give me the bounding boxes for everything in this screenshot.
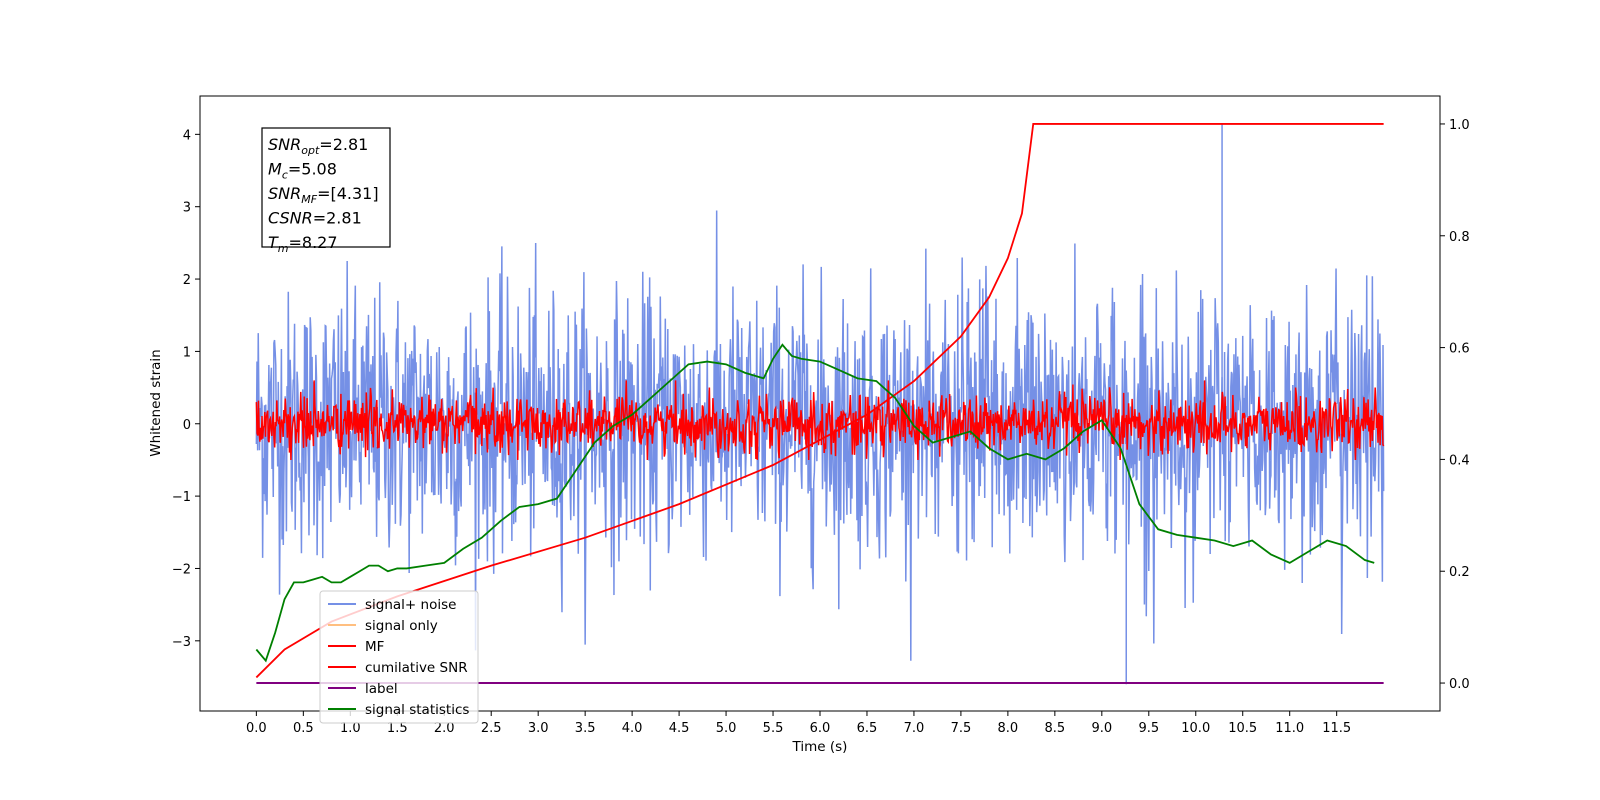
x-tick-label: 9.0 <box>1091 721 1112 736</box>
x-tick-label: 3.0 <box>528 721 549 736</box>
plot-data-layer <box>255 123 1385 685</box>
legend-label: MF <box>365 639 384 655</box>
right-tick-label: 1.0 <box>1449 118 1470 133</box>
y-tick-label: 4 <box>183 128 191 143</box>
x-tick-label: 7.5 <box>951 721 972 736</box>
x-tick-label: 4.5 <box>669 721 690 736</box>
x-tick-label: 5.5 <box>763 721 784 736</box>
x-tick-label: 2.0 <box>434 721 455 736</box>
y-tick-label: 2 <box>183 273 191 288</box>
annotation-frame <box>261 127 391 248</box>
annotation-line: Mc=5.08 <box>268 160 337 182</box>
x-tick-label: 10.0 <box>1181 721 1210 736</box>
legend-label: signal+ noise <box>365 597 456 613</box>
legend-label: cumilative SNR <box>365 660 468 676</box>
y-tick-label: 1 <box>183 345 191 360</box>
x-tick-label: 8.5 <box>1045 721 1066 736</box>
x-tick-label: 9.5 <box>1138 721 1159 736</box>
annotation-line: SNRMF=[4.31] <box>268 184 379 206</box>
x-tick-label: 0.5 <box>293 721 314 736</box>
legend-label: signal only <box>365 618 438 634</box>
x-tick-label: 8.0 <box>998 721 1019 736</box>
annotation-line: CSNR=2.81 <box>268 209 362 228</box>
x-tick-label: 1.5 <box>387 721 408 736</box>
x-axis-label: Time (s) <box>792 739 848 755</box>
x-tick-label: 0.0 <box>246 721 267 736</box>
x-tick-label: 6.0 <box>810 721 831 736</box>
legend-label: label <box>365 681 398 697</box>
right-tick-label: 0.2 <box>1449 565 1470 580</box>
y-tick-label: −3 <box>172 635 191 650</box>
annotation-line: SNRopt=2.81 <box>268 135 368 157</box>
y-tick-label: −2 <box>172 562 191 577</box>
x-tick-label: 10.5 <box>1228 721 1257 736</box>
x-tick-label: 2.5 <box>481 721 502 736</box>
x-tick-label: 4.0 <box>622 721 643 736</box>
x-tick-label: 7.0 <box>904 721 925 736</box>
y-tick-label: 0 <box>183 418 191 433</box>
right-axis-ticks: 0.0 0.2 0.4 0.6 0.8 1.0 <box>1440 118 1470 692</box>
right-tick-label: 0.6 <box>1449 342 1470 357</box>
legend: signal+ noise signal only MF cumilative SNR… <box>319 590 479 724</box>
legend-label: signal statistics <box>365 702 469 718</box>
annotation-line: Tm=8.27 <box>268 233 338 255</box>
signal-statistics-line <box>255 343 1375 663</box>
x-tick-label: 1.0 <box>340 721 361 736</box>
x-tick-label: 11.5 <box>1322 721 1351 736</box>
x-tick-label: 11.0 <box>1275 721 1304 736</box>
y-axis-ticks: −3 −2 −1 0 1 2 3 4 <box>172 128 200 650</box>
right-tick-label: 0.0 <box>1449 677 1470 692</box>
x-tick-label: 6.5 <box>857 721 878 736</box>
right-tick-label: 0.4 <box>1449 453 1470 468</box>
y-axis-label: Whitened strain <box>148 349 164 456</box>
x-tick-label: 5.0 <box>716 721 737 736</box>
y-tick-label: 3 <box>183 201 191 216</box>
x-tick-label: 3.5 <box>575 721 596 736</box>
y-tick-label: −1 <box>172 490 191 505</box>
right-tick-label: 0.8 <box>1449 230 1470 245</box>
x-axis-ticks: 0.0 0.5 1.0 1.5 2.0 2.5 3.0 3.5 4.0 4.5 5.0 5.5 6.0 6… <box>246 711 1351 736</box>
mf-line <box>255 380 1385 460</box>
legend-frame <box>319 590 479 724</box>
